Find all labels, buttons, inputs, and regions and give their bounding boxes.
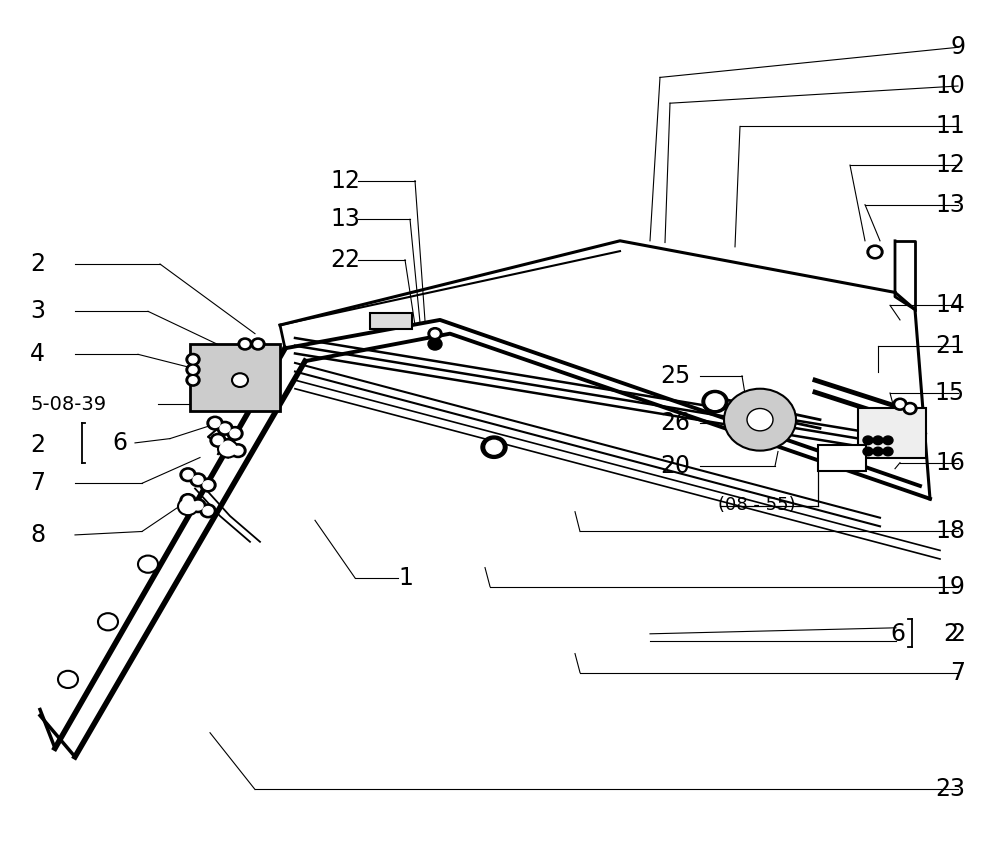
Circle shape (138, 556, 158, 573)
Text: 20: 20 (660, 454, 690, 478)
Circle shape (747, 408, 773, 431)
Circle shape (431, 330, 439, 337)
Circle shape (210, 419, 220, 427)
Circle shape (428, 328, 442, 340)
Text: 16: 16 (935, 451, 965, 475)
Circle shape (186, 364, 200, 376)
Text: 9: 9 (950, 35, 965, 59)
Text: 17: 17 (825, 448, 855, 472)
Circle shape (218, 440, 238, 458)
Bar (190, 344, 280, 411)
Text: 2: 2 (950, 622, 965, 646)
Text: 5-08-39: 5-08-39 (30, 395, 106, 414)
Circle shape (873, 447, 883, 456)
Circle shape (183, 496, 193, 505)
Circle shape (238, 338, 252, 350)
Text: 14: 14 (935, 293, 965, 317)
Circle shape (903, 402, 917, 415)
Circle shape (867, 245, 883, 259)
Text: (08 - 55): (08 - 55) (718, 496, 796, 513)
Text: 1: 1 (398, 566, 413, 590)
Circle shape (227, 427, 243, 440)
Text: 18: 18 (935, 519, 965, 544)
Circle shape (189, 366, 197, 373)
Circle shape (702, 390, 728, 413)
Circle shape (481, 436, 507, 458)
Text: 3: 3 (30, 299, 45, 323)
Circle shape (98, 613, 118, 630)
Circle shape (193, 476, 203, 484)
Text: 13: 13 (330, 207, 360, 231)
Text: 22: 22 (330, 248, 360, 272)
Circle shape (200, 478, 216, 492)
Text: 19: 19 (935, 574, 965, 599)
Circle shape (893, 398, 907, 410)
Text: 2: 2 (943, 622, 958, 646)
Text: 13: 13 (935, 193, 965, 217)
Circle shape (706, 394, 724, 409)
Circle shape (190, 473, 206, 487)
Circle shape (189, 356, 197, 363)
Circle shape (251, 338, 265, 350)
Circle shape (178, 498, 198, 515)
Circle shape (220, 439, 236, 452)
Circle shape (186, 374, 200, 386)
Circle shape (190, 499, 206, 513)
Text: 23: 23 (935, 777, 965, 802)
Circle shape (241, 341, 249, 347)
Circle shape (232, 373, 248, 387)
Circle shape (200, 504, 216, 518)
Circle shape (217, 421, 233, 435)
Bar (858, 408, 926, 458)
Circle shape (863, 447, 873, 456)
Circle shape (183, 470, 193, 479)
Circle shape (883, 436, 893, 445)
Circle shape (486, 440, 502, 454)
Circle shape (906, 405, 914, 412)
Text: 8: 8 (30, 523, 45, 547)
Circle shape (896, 401, 904, 408)
Text: 26: 26 (660, 411, 690, 435)
Circle shape (193, 501, 203, 510)
Text: 15: 15 (935, 381, 965, 405)
Text: 6: 6 (112, 431, 127, 455)
Text: 2: 2 (30, 433, 45, 457)
Circle shape (724, 389, 796, 451)
Bar (818, 445, 866, 471)
Text: 12: 12 (330, 169, 360, 193)
Circle shape (180, 468, 196, 482)
Circle shape (186, 353, 200, 366)
Circle shape (233, 446, 243, 455)
Text: 4: 4 (30, 342, 45, 366)
Text: 7: 7 (950, 660, 965, 685)
Circle shape (58, 671, 78, 688)
Text: 21: 21 (935, 334, 965, 358)
Circle shape (210, 433, 226, 447)
Circle shape (873, 436, 883, 445)
Circle shape (203, 481, 213, 489)
Text: 2: 2 (30, 252, 45, 276)
Text: 25: 25 (660, 364, 690, 388)
Text: 6: 6 (890, 622, 905, 646)
Circle shape (883, 447, 893, 456)
Circle shape (203, 507, 213, 515)
Circle shape (223, 441, 233, 450)
Circle shape (428, 338, 442, 350)
Circle shape (230, 429, 240, 438)
Circle shape (863, 436, 873, 445)
Text: 10: 10 (935, 74, 965, 98)
Text: 12: 12 (935, 153, 965, 177)
Circle shape (180, 494, 196, 507)
Circle shape (220, 424, 230, 433)
Text: 7: 7 (30, 471, 45, 495)
Circle shape (213, 436, 223, 445)
Text: 11: 11 (935, 114, 965, 138)
Circle shape (189, 377, 197, 384)
Circle shape (870, 248, 880, 256)
Circle shape (207, 416, 223, 430)
Bar (370, 313, 412, 329)
Circle shape (254, 341, 262, 347)
Circle shape (230, 444, 246, 458)
